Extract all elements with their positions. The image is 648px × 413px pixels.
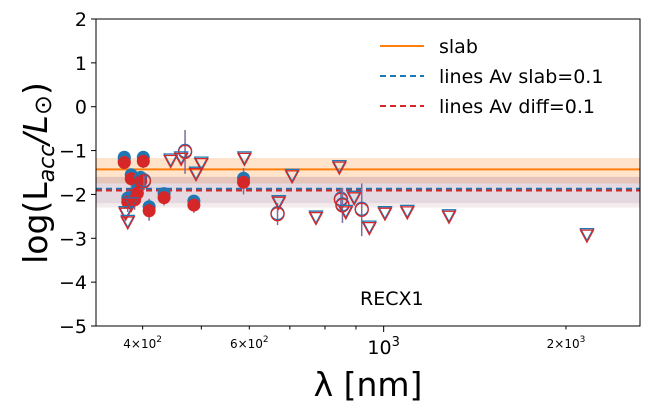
- upper-limit-blue-6: [193, 156, 209, 171]
- point-filled-red-9: [157, 191, 171, 205]
- legend-label-lines-av-slab: lines Av slab=0.1: [439, 66, 603, 88]
- y-tick-label-0: 2: [75, 9, 87, 31]
- upper-limit-blue-1: [120, 214, 136, 229]
- upper-limit-red-0: [118, 207, 134, 222]
- upper-limit-red-13: [346, 192, 362, 207]
- upper-limit-blue-15: [377, 206, 393, 221]
- upper-limit-red-18: [579, 229, 595, 244]
- upper-limit-blue-8: [271, 195, 287, 210]
- legend-label-lines-av-diff: lines Av diff=0.1: [439, 96, 595, 118]
- band-2: [96, 176, 640, 208]
- y-tick-label-7: −5: [59, 316, 87, 338]
- annotation: RECX1: [360, 288, 424, 310]
- upper-limit-red-9: [284, 170, 300, 185]
- upper-limit-red-10: [308, 211, 324, 226]
- upper-limit-blue-7: [236, 151, 253, 166]
- upper-limit-blue-4: [173, 151, 189, 166]
- upper-limit-blue-5: [188, 166, 204, 181]
- upper-limit-red-3: [163, 154, 179, 169]
- y-tick-label-3: −1: [59, 141, 87, 163]
- points-layer: [117, 129, 595, 244]
- y-tick-label-2: 0: [75, 97, 87, 119]
- legend-label-slab: slab: [439, 36, 478, 58]
- upper-limit-red-16: [399, 206, 415, 221]
- upper-limit-red-2: [123, 198, 139, 213]
- upper-limit-blue-13: [346, 190, 362, 205]
- x-axis: 103 4×102 6×102 2×103: [123, 326, 585, 359]
- y-axis-label: log(Lacc/L⊙): [16, 82, 60, 264]
- upper-limit-red-15: [377, 207, 393, 222]
- y-tick-label-1: 1: [75, 53, 87, 75]
- y-axis: 2 1 0 −1 −2 −3 −4 −5: [59, 9, 96, 338]
- upper-limit-red-1: [120, 216, 136, 231]
- x-minor-tick-label-0: 4×102: [123, 335, 162, 351]
- point-filled-red-1: [117, 156, 131, 170]
- upper-limit-red-14: [361, 221, 377, 237]
- point-filled-red-11: [237, 175, 251, 189]
- bands-layer: [96, 158, 640, 208]
- upper-limit-blue-2: [123, 197, 139, 212]
- upper-limit-red-4: [173, 152, 189, 167]
- x-minor-tick-label-2: 2×103: [547, 335, 586, 351]
- point-filled-red-10: [187, 198, 201, 212]
- upper-limit-blue-18: [579, 227, 595, 242]
- point-open-red-0: [136, 174, 152, 189]
- upper-limit-blue-17: [441, 209, 457, 224]
- upper-limit-blue-9: [284, 168, 300, 183]
- y-tick-label-4: −2: [59, 184, 87, 206]
- upper-limit-blue-10: [308, 210, 324, 225]
- upper-limit-red-8: [271, 196, 287, 211]
- upper-limit-red-17: [441, 210, 457, 225]
- legend: slab lines Av slab=0.1 lines Av diff=0.1: [380, 36, 603, 118]
- upper-limit-red-5: [188, 168, 204, 183]
- upper-limit-blue-11: [331, 159, 347, 174]
- plot-frame: [95, 18, 641, 327]
- point-filled-red-7: [136, 154, 150, 168]
- x-minor-tick-label-1: 6×102: [230, 335, 269, 351]
- x-major-tick-label-0: 103: [367, 335, 399, 359]
- upper-limit-blue-0: [118, 206, 134, 221]
- point-filled-red-5: [130, 186, 144, 200]
- y-tick-label-6: −4: [59, 272, 87, 294]
- upper-limit-blue-12: [338, 204, 354, 219]
- band-0: [96, 158, 640, 184]
- point-filled-red-8: [142, 204, 156, 218]
- upper-limit-blue-3: [163, 153, 179, 168]
- upper-limit-red-11: [331, 161, 347, 176]
- x-axis-label: λ [nm]: [314, 365, 423, 404]
- y-tick-label-5: −3: [59, 228, 87, 250]
- upper-limit-blue-16: [399, 204, 415, 219]
- upper-limit-red-12: [338, 206, 354, 221]
- upper-limit-red-6: [193, 157, 209, 172]
- lines-layer: [96, 168, 640, 192]
- upper-limit-blue-14: [361, 220, 377, 235]
- upper-limit-red-7: [236, 152, 253, 167]
- point-open-red-5: [354, 202, 369, 217]
